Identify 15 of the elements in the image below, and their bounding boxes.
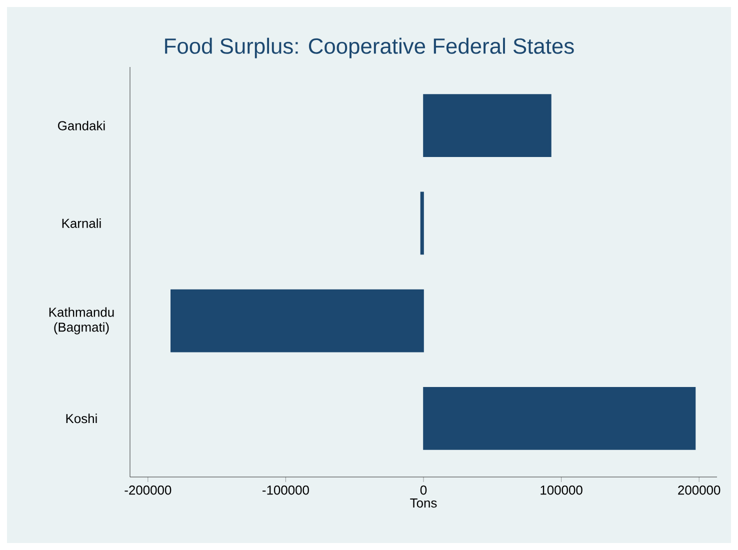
bar — [423, 387, 696, 450]
x-tick-label: -200000 — [124, 486, 172, 495]
y-tick-label: Koshi — [66, 414, 97, 424]
bar — [423, 94, 552, 157]
x-tick-label: -100000 — [262, 486, 309, 495]
bar — [420, 192, 424, 255]
x-tick-label: 200000 — [678, 486, 720, 495]
y-tick-label: Kathmandu (Bagmati) — [49, 307, 114, 334]
y-tick-label: Gandaki — [58, 120, 105, 130]
x-tick-label: 0 — [420, 486, 427, 495]
chart-title: Food Surplus: Cooperative Federal States — [165, 38, 574, 58]
x-tick-label: 100000 — [540, 486, 582, 495]
bar — [170, 289, 424, 352]
y-tick-label: Karnali — [62, 218, 101, 228]
x-axis-title: Tons — [410, 498, 437, 508]
